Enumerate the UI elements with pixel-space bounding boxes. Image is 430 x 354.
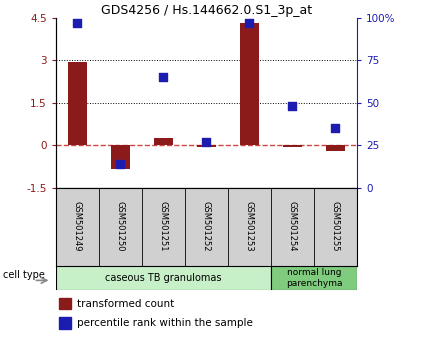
Bar (59, 297, 71, 309)
Bar (59, 316, 71, 329)
Text: GSM501252: GSM501252 (202, 201, 211, 252)
Bar (154, 138, 173, 145)
Text: transformed count: transformed count (77, 299, 174, 309)
Point (203, 139, 210, 144)
Title: GDS4256 / Hs.144662.0.S1_3p_at: GDS4256 / Hs.144662.0.S1_3p_at (101, 4, 312, 17)
Text: GSM501251: GSM501251 (159, 201, 168, 252)
Text: GSM501250: GSM501250 (116, 201, 125, 252)
FancyBboxPatch shape (271, 266, 357, 290)
Text: caseous TB granulomas: caseous TB granulomas (105, 273, 221, 283)
Text: GSM501255: GSM501255 (331, 201, 340, 252)
Text: cell type: cell type (3, 270, 45, 280)
Bar (68, 62, 87, 145)
Bar (326, 145, 345, 151)
Text: normal lung
parenchyma: normal lung parenchyma (286, 268, 342, 287)
Point (74, 20, 81, 25)
Bar (197, 145, 216, 147)
Text: GSM501249: GSM501249 (73, 201, 82, 252)
Point (117, 161, 124, 167)
Bar (111, 145, 130, 169)
Point (289, 103, 296, 109)
FancyBboxPatch shape (56, 266, 271, 290)
Point (246, 20, 253, 25)
Text: GSM501253: GSM501253 (245, 201, 254, 252)
Point (160, 74, 167, 80)
Text: percentile rank within the sample: percentile rank within the sample (77, 318, 253, 328)
Text: GSM501254: GSM501254 (288, 201, 297, 252)
Bar (240, 23, 259, 145)
Point (332, 125, 339, 131)
Bar (283, 145, 302, 147)
